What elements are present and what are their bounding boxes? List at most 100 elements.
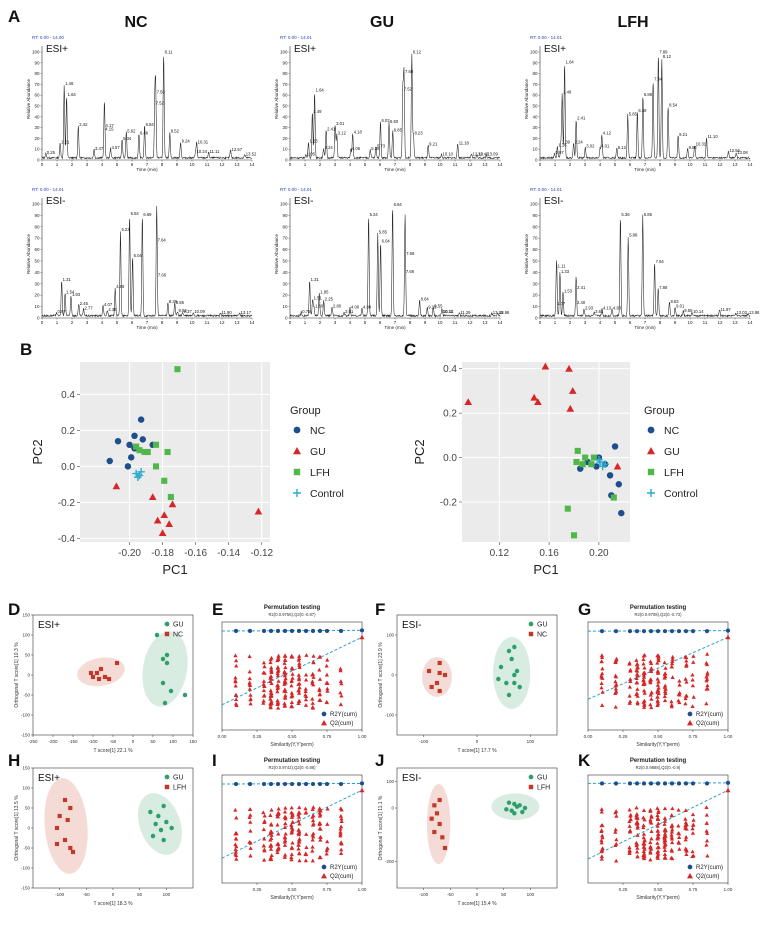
q2-permutation-point xyxy=(276,845,281,850)
x-tick-label: 0 xyxy=(476,739,479,744)
y-axis-label: PC2 xyxy=(412,439,427,464)
q2-permutation-point xyxy=(296,812,301,817)
peak-label: 10.09 xyxy=(194,309,205,314)
q2-permutation-point xyxy=(635,833,640,837)
peak-label: 9.37 xyxy=(184,309,193,314)
r2y-permutation-point xyxy=(683,781,689,786)
r2y-permutation-point xyxy=(282,781,288,787)
chromatogram-trace xyxy=(41,205,253,318)
y-tick-label: 50 xyxy=(25,806,31,811)
peak-label: 4.13 xyxy=(603,306,612,311)
q2-permutation-point xyxy=(641,653,646,658)
y-axis-label: Relative Abundance xyxy=(26,78,31,119)
q2-permutation-point xyxy=(634,840,639,845)
x-tick-label: -0.18 xyxy=(151,548,174,559)
legend-title: Group xyxy=(644,405,675,417)
score-point-gu xyxy=(153,821,158,827)
q2-permutation-point xyxy=(325,657,330,662)
x-tick-label: 13 xyxy=(482,320,488,325)
q2-permutation-point xyxy=(339,847,344,852)
peak-label: 9.03 xyxy=(178,308,187,313)
q2-permutation-point xyxy=(599,848,604,853)
peak-label: 0.97 xyxy=(556,150,565,155)
y-tick-label: 0 xyxy=(37,316,40,321)
y-tick-label: 0 xyxy=(27,826,30,831)
q2-permutation-point xyxy=(641,825,646,830)
peak-label: 8.52 xyxy=(171,129,180,134)
q2-permutation-point xyxy=(641,835,646,840)
q2-permutation-point xyxy=(662,675,667,680)
x-tick-label: 0 xyxy=(539,162,542,167)
x-tick-label: 14 xyxy=(249,162,255,167)
panel-letter-g: G xyxy=(578,600,591,619)
q2-permutation-point xyxy=(303,806,308,811)
peak-label: 4.12 xyxy=(603,131,612,136)
r2y-permutation-point xyxy=(627,629,633,634)
y-tick-label: 60 xyxy=(34,93,40,98)
q2-permutation-point xyxy=(283,695,288,700)
x-tick-label: 0.20 xyxy=(589,548,609,559)
x-axis-label: Time (min) xyxy=(384,325,406,330)
data-point-lfh xyxy=(570,532,578,539)
q2-permutation-point xyxy=(642,690,647,695)
x-tick-label: 6 xyxy=(629,320,632,325)
q2-permutation-point xyxy=(628,668,633,673)
q2-permutation-point xyxy=(599,829,604,834)
q2-permutation-point xyxy=(283,689,288,694)
peak-label: 2.25 xyxy=(325,297,334,302)
q2-permutation-point xyxy=(684,852,689,856)
data-point-gu xyxy=(148,493,157,501)
q2-permutation-point xyxy=(268,660,273,665)
y-tick-label: 80 xyxy=(34,71,40,76)
score-point-gu xyxy=(514,804,520,809)
q2-permutation-point xyxy=(290,820,295,824)
r2y-permutation-point xyxy=(303,628,309,634)
score-point-lfh xyxy=(57,813,62,819)
peak-label: 8.85 xyxy=(176,300,185,305)
q2-permutation-point xyxy=(282,809,288,814)
legend-key-lfh xyxy=(528,784,534,790)
y-axis-label: Relative Abundance xyxy=(274,233,279,274)
data-point-gu xyxy=(568,387,577,394)
y-tick-label: -0.2 xyxy=(440,498,458,509)
q2-permutation-point xyxy=(324,848,329,853)
peak-label: 2.80 xyxy=(333,303,342,308)
confidence-ellipse-gu xyxy=(493,637,531,709)
q2-permutation-point xyxy=(325,839,330,844)
chromatogram-trace xyxy=(539,214,751,318)
q2-permutation-point xyxy=(338,833,343,838)
peak-label: 5.73 xyxy=(377,144,386,149)
x-tick-label: 50 xyxy=(150,739,156,744)
legend-title: Group xyxy=(290,405,321,417)
q2-regression-line xyxy=(221,636,363,706)
data-point-lfh xyxy=(152,463,160,470)
y-tick-label: 80 xyxy=(34,224,40,229)
q2-permutation-point xyxy=(676,807,681,812)
q2-permutation-point xyxy=(283,821,288,826)
score-plot-h: -100 -50 0 50 100 -150 -100 -50 0 50 100 150 T score… xyxy=(14,766,194,907)
legend-key-lfh xyxy=(164,784,170,790)
data-point-nc xyxy=(126,441,133,449)
q2-permutation-point xyxy=(648,857,653,862)
q2-permutation-point xyxy=(318,827,323,831)
q2-permutation-point xyxy=(261,682,266,686)
data-point-control xyxy=(595,455,603,464)
peak-label: 1.31 xyxy=(311,277,320,282)
data-point-gu xyxy=(160,511,169,519)
q2-permutation-point xyxy=(247,815,252,820)
q2-permutation-point xyxy=(297,661,302,666)
legend-label-gu: GU xyxy=(173,775,184,782)
y-tick-label: 100 xyxy=(32,202,40,207)
q2-permutation-point xyxy=(649,661,654,665)
y-tick-label: -150 xyxy=(21,886,31,891)
q2-permutation-point xyxy=(634,843,639,848)
y-tick-label: 50 xyxy=(34,104,40,109)
peak-label: 1.48 xyxy=(563,90,572,95)
q2-permutation-point xyxy=(634,658,639,662)
x-tick-label: 3 xyxy=(86,162,89,167)
q2-permutation-point xyxy=(304,694,309,699)
permutation-plot-e: Permutation testingR2(0.0.9756),Q2(0.-0.… xyxy=(218,605,367,748)
q2-permutation-point xyxy=(627,693,632,698)
x-tick-label: -0.20 xyxy=(118,548,141,559)
score-point-gu xyxy=(498,664,504,670)
